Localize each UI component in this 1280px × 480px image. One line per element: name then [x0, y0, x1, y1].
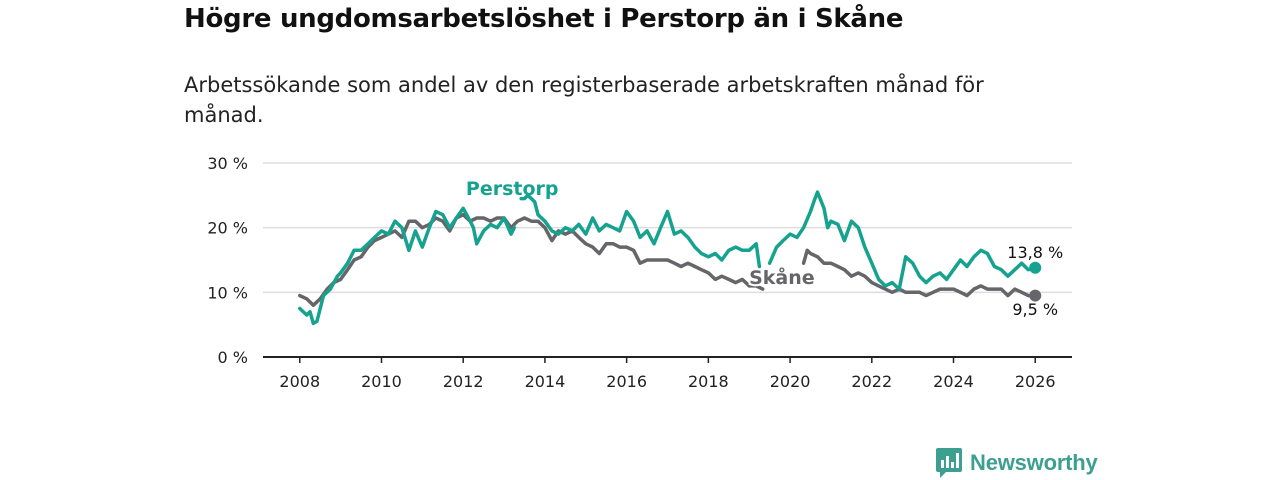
axes: 0 % 10 % 20 % 30 % 2008 2010 2012 2014 2016 2018 2… [207, 154, 1072, 391]
series-line-perstorp [519, 193, 762, 269]
y-tick-label: 20 % [207, 219, 248, 238]
series-line-perstorp [298, 206, 517, 326]
chart-title: Högre ungdomsarbetslöshet i Perstorp än … [184, 4, 904, 34]
end-marker-perstorp [1029, 261, 1042, 274]
series-line-skane [801, 248, 1037, 298]
chart-subtitle: Arbetssökande som andel av den registerb… [184, 73, 984, 127]
x-tick-label: 2026 [1015, 372, 1056, 391]
newsworthy-logo-icon [936, 448, 962, 478]
end-value-skane: 9,5 % [1012, 300, 1058, 319]
end-marker-skane [1029, 289, 1042, 302]
x-tick-label: 2008 [279, 372, 320, 391]
series-label-perstorp: Perstorp [466, 178, 559, 200]
y-tick-label: 0 % [218, 348, 248, 367]
labels: Perstorp Skåne 13,8 % 9,5 % [466, 178, 1063, 319]
x-tick-label: 2012 [443, 372, 484, 391]
x-tick-label: 2016 [606, 372, 647, 391]
y-tick-label: 30 % [207, 154, 248, 173]
newsworthy-logo[interactable]: Newsworthy [936, 448, 1098, 478]
x-tick-label: 2024 [933, 372, 974, 391]
end-value-perstorp: 13,8 % [1007, 243, 1063, 262]
line-chart: 0 % 10 % 20 % 30 % 2008 2010 2012 2014 2016 2018 2… [207, 154, 1072, 391]
x-tick-label: 2018 [688, 372, 729, 391]
x-tick-label: 2022 [851, 372, 892, 391]
y-tick-label: 10 % [207, 283, 248, 302]
x-tick-label: 2014 [525, 372, 566, 391]
series-label-skane: Skåne [749, 265, 815, 289]
x-tick-label: 2020 [770, 372, 811, 391]
series-line-skane [298, 212, 765, 308]
series [298, 190, 1042, 326]
brand-name: Newsworthy [970, 450, 1098, 475]
x-tick-label: 2010 [361, 372, 402, 391]
series-line-perstorp [767, 190, 1037, 291]
